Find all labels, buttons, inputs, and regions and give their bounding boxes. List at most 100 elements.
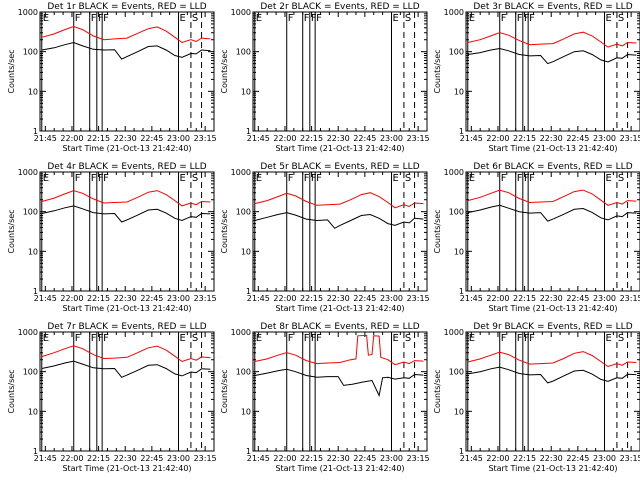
flag-label: S — [405, 173, 411, 184]
y-tick-label: 10 — [454, 407, 464, 416]
y-tick-label: 1 — [459, 127, 464, 136]
flag-label: E — [392, 173, 398, 184]
y-tick-label: 100 — [449, 368, 464, 377]
x-tick-label: 22:15 — [87, 294, 110, 303]
x-tick-label: 23:15 — [620, 134, 640, 143]
events-series-line — [41, 205, 211, 223]
x-tick-label: 21:45 — [247, 134, 270, 143]
x-tick-label: 22:00 — [486, 294, 509, 303]
lld-series-line — [41, 25, 211, 44]
flag-label: F — [524, 333, 530, 344]
y-tick-label: 100 — [449, 208, 464, 217]
x-tick-label: 22:15 — [513, 454, 536, 463]
panel-5: Det 5r BLACK = Events, RED = LLD Counts/s… — [220, 162, 430, 313]
y-tick-label: 1 — [33, 287, 38, 296]
lld-series-line — [254, 192, 424, 209]
x-tick-label: 22:00 — [273, 134, 296, 143]
flag-label: F — [91, 13, 97, 24]
flag-label: F — [311, 173, 317, 184]
y-axis-label: Counts/sec — [433, 49, 442, 93]
panel-title: Det 8r BLACK = Events, RED = LLD — [260, 322, 419, 332]
x-axis-label: Start Time (21-Oct-13 21:42:40) — [275, 304, 404, 313]
y-tick-label: 1 — [459, 287, 464, 296]
x-tick-label: 23:15 — [620, 294, 640, 303]
x-axis-label: Start Time (21-Oct-13 21:42:40) — [488, 464, 617, 473]
panel-6: Det 6r BLACK = Events, RED = LLD Counts/s… — [433, 162, 640, 313]
x-tick-label: 21:45 — [34, 454, 57, 463]
x-tick-label: 22:30 — [114, 134, 137, 143]
flag-label: F — [501, 13, 507, 24]
x-tick-label: 22:15 — [300, 134, 323, 143]
x-tick-label: 22:30 — [327, 134, 350, 143]
events-series-line — [467, 204, 637, 222]
x-tick-label: 22:00 — [60, 294, 83, 303]
flag-label: F — [529, 173, 535, 184]
y-tick-label: 10 — [28, 87, 38, 96]
x-tick-label: 23:15 — [407, 294, 430, 303]
flag-label: E — [179, 13, 185, 24]
flag-label: F — [98, 13, 104, 24]
y-axis-label: Counts/sec — [220, 369, 229, 413]
flag-label: F — [98, 333, 104, 344]
flag-label: F — [288, 173, 294, 184]
lld-series-line — [41, 190, 211, 207]
x-axis-label: Start Time (21-Oct-13 21:42:40) — [488, 144, 617, 153]
events-series-line — [467, 47, 637, 65]
panel-title: Det 4r BLACK = Events, RED = LLD — [47, 162, 206, 172]
flag-label: S — [618, 173, 624, 184]
flag-label: F — [501, 173, 507, 184]
y-axis-label: Counts/sec — [7, 369, 16, 413]
x-tick-label: 22:15 — [513, 294, 536, 303]
y-axis-label: Counts/sec — [433, 369, 442, 413]
flag-label: E — [469, 173, 475, 184]
y-tick-label: 1 — [459, 447, 464, 456]
x-tick-label: 23:15 — [407, 134, 430, 143]
x-tick-label: 22:00 — [273, 454, 296, 463]
y-tick-label: 1000 — [231, 328, 251, 337]
flag-label: S — [192, 13, 198, 24]
x-tick-label: 22:45 — [353, 454, 376, 463]
y-tick-label: 1 — [33, 127, 38, 136]
y-tick-label: 100 — [236, 208, 251, 217]
x-tick-label: 23:00 — [380, 454, 403, 463]
flag-label: S — [405, 13, 411, 24]
flag-label: F — [103, 333, 109, 344]
flag-label: E — [605, 13, 611, 24]
x-tick-label: 22:45 — [566, 294, 589, 303]
flag-label: F — [304, 13, 310, 24]
plot-frame — [252, 171, 428, 292]
flag-label: F — [304, 173, 310, 184]
plot-frame — [252, 11, 428, 132]
y-axis-label: Counts/sec — [433, 209, 442, 253]
y-axis-label: Counts/sec — [7, 209, 16, 253]
flag-label: S — [192, 333, 198, 344]
x-tick-label: 22:30 — [114, 294, 137, 303]
y-tick-label: 100 — [449, 48, 464, 57]
x-tick-label: 22:15 — [300, 294, 323, 303]
y-tick-label: 100 — [23, 48, 38, 57]
y-tick-label: 100 — [236, 368, 251, 377]
events-series-line — [254, 368, 424, 398]
flag-label: F — [524, 173, 530, 184]
panel-3: Det 3r BLACK = Events, RED = LLD Counts/s… — [433, 2, 640, 153]
x-tick-label: 22:45 — [140, 134, 163, 143]
y-tick-label: 1000 — [444, 168, 464, 177]
x-tick-label: 23:15 — [194, 294, 217, 303]
lld-series-line — [467, 351, 637, 368]
panel-2: Det 2r BLACK = Events, RED = LLD Counts/s… — [220, 2, 430, 153]
panel-title: Det 1r BLACK = Events, RED = LLD — [47, 2, 206, 12]
x-tick-label: 23:15 — [194, 134, 217, 143]
flag-label: F — [75, 333, 81, 344]
flag-label: F — [288, 13, 294, 24]
x-tick-label: 23:15 — [620, 454, 640, 463]
y-tick-label: 1 — [246, 447, 251, 456]
x-tick-label: 22:00 — [486, 454, 509, 463]
flag-label: F — [311, 13, 317, 24]
x-tick-label: 22:15 — [87, 454, 110, 463]
y-tick-label: 1000 — [18, 8, 38, 17]
x-tick-label: 22:30 — [540, 134, 563, 143]
x-tick-label: 23:00 — [167, 294, 190, 303]
flag-label: E — [605, 173, 611, 184]
plot-frame — [465, 171, 640, 292]
